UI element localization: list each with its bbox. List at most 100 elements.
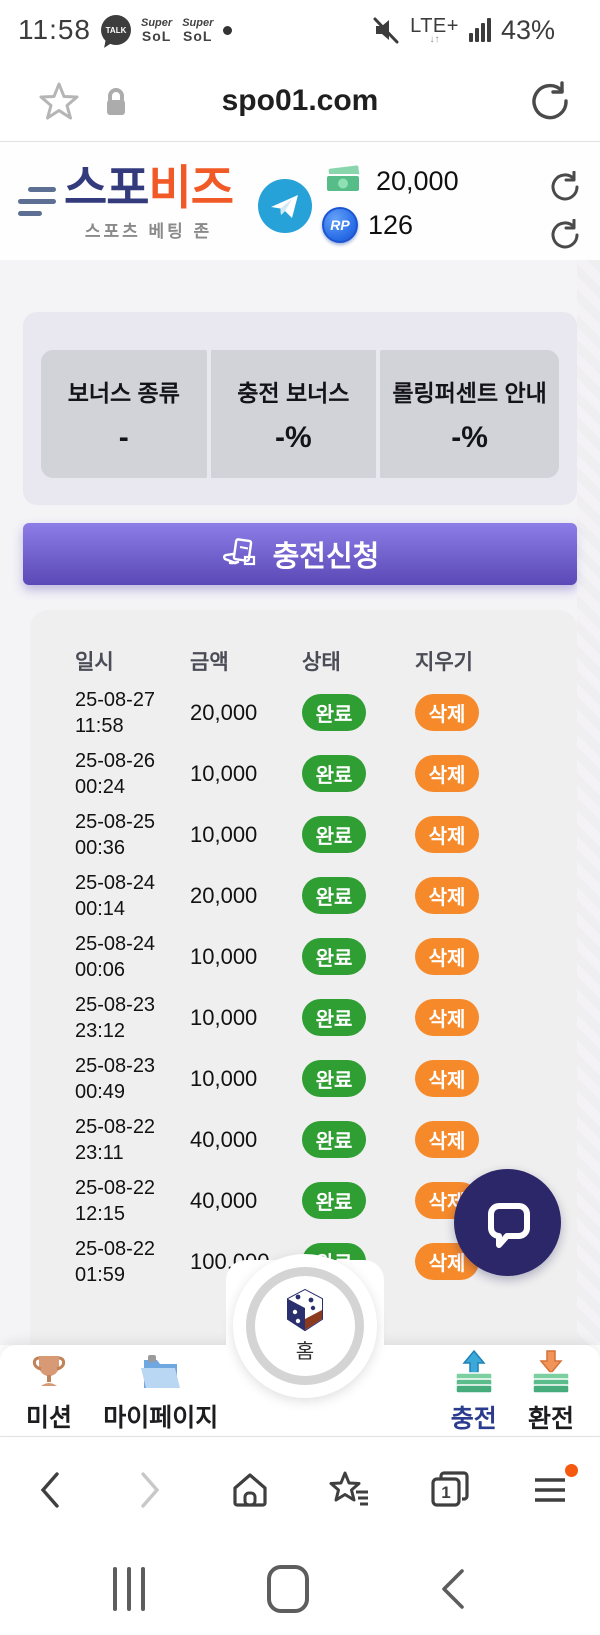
row-datetime: 25-08-23 23:12 bbox=[75, 993, 156, 1042]
row-datetime: 25-08-23 00:49 bbox=[75, 1054, 156, 1103]
site-header: 스포비즈 스포츠 베팅 존 20,000 RP 126 bbox=[0, 143, 600, 260]
row-amount: 20,000 bbox=[190, 882, 258, 908]
notification-dot-icon bbox=[223, 25, 233, 35]
lock-icon[interactable] bbox=[102, 87, 130, 119]
rp-coin-icon: RP bbox=[322, 207, 358, 243]
battery-percent: 43% bbox=[500, 14, 555, 45]
nav-item-mypage[interactable]: 마이페이지 bbox=[103, 1350, 218, 1434]
browser-address-bar: spo01.com bbox=[0, 60, 600, 142]
browser-tabs-icon[interactable]: 1 bbox=[428, 1468, 472, 1512]
table-row: 25-08-23 00:49 10,000 완료 삭제 bbox=[75, 1048, 577, 1109]
supersol-icon: Super SoL bbox=[182, 16, 214, 44]
rp-amount: 126 bbox=[368, 209, 414, 240]
cash-icon bbox=[322, 164, 366, 198]
history-rows: 25-08-27 11:58 20,000 완료 삭제 25-08-26 00:24… bbox=[75, 682, 577, 1292]
bookmark-star-icon[interactable] bbox=[38, 81, 80, 121]
tab-count: 1 bbox=[441, 1483, 450, 1502]
menu-notification-dot bbox=[565, 1463, 578, 1477]
col-header-status: 상태 bbox=[302, 651, 341, 674]
nav-item-mission[interactable]: 미션 bbox=[26, 1350, 72, 1434]
row-datetime: 25-08-22 23:11 bbox=[75, 1115, 156, 1164]
chat-fab-button[interactable] bbox=[454, 1169, 561, 1276]
chat-bubble-icon bbox=[477, 1192, 539, 1254]
delete-button[interactable]: 삭제 bbox=[415, 1121, 479, 1158]
telegram-icon[interactable] bbox=[258, 179, 312, 233]
deposit-request-button[interactable]: 충전신청 bbox=[23, 523, 577, 585]
balance-refresh-icon[interactable] bbox=[548, 171, 580, 203]
row-datetime: 25-08-27 11:58 bbox=[75, 688, 156, 737]
status-badge: 완료 bbox=[302, 755, 366, 792]
row-datetime: 25-08-22 01:59 bbox=[75, 1237, 156, 1286]
table-row: 25-08-26 00:24 10,000 완료 삭제 bbox=[75, 743, 577, 804]
row-datetime: 25-08-22 12:15 bbox=[75, 1176, 156, 1225]
wallet-summary: 20,000 RP 126 bbox=[322, 161, 459, 245]
signal-strength-icon bbox=[468, 18, 491, 42]
nav-item-withdraw[interactable]: 환전 bbox=[528, 1349, 574, 1435]
balance-amount: 20,000 bbox=[376, 165, 459, 196]
row-amount: 10,000 bbox=[190, 943, 258, 969]
nav-item-home[interactable]: 홈 bbox=[233, 1254, 377, 1398]
url-text[interactable]: spo01.com bbox=[221, 84, 379, 117]
trophy-icon bbox=[27, 1350, 71, 1394]
rolling-percent-box: 롤링퍼센트 안내 -% bbox=[380, 350, 559, 478]
col-header-date: 일시 bbox=[75, 651, 114, 674]
delete-button[interactable]: 삭제 bbox=[415, 877, 479, 914]
status-badge: 완료 bbox=[302, 1121, 366, 1158]
network-type-indicator: LTE+ ↓↑ bbox=[410, 14, 459, 45]
row-datetime: 25-08-26 00:24 bbox=[75, 749, 156, 798]
table-row: 25-08-24 00:06 10,000 완료 삭제 bbox=[75, 926, 577, 987]
row-amount: 10,000 bbox=[190, 1065, 258, 1091]
android-home-button[interactable] bbox=[258, 1542, 318, 1635]
deposit-button-label: 충전신청 bbox=[272, 541, 380, 573]
browser-home-icon[interactable] bbox=[228, 1468, 272, 1512]
page-refresh-icon[interactable] bbox=[530, 81, 570, 121]
row-datetime: 25-08-25 00:36 bbox=[75, 810, 156, 859]
nav-item-deposit[interactable]: 충전 bbox=[451, 1349, 497, 1435]
logo-text-2: 비즈 bbox=[148, 161, 233, 214]
money-down-icon bbox=[528, 1349, 574, 1395]
delete-button[interactable]: 삭제 bbox=[415, 694, 479, 731]
table-row: 25-08-22 12:15 40,000 완료 삭제 bbox=[75, 1170, 577, 1231]
rp-refresh-icon[interactable] bbox=[548, 219, 580, 251]
bonus-info-card: 보너스 종류 - 충전 보너스 -% 롤링퍼센트 안내 -% bbox=[23, 312, 577, 505]
delete-button[interactable]: 삭제 bbox=[415, 999, 479, 1036]
clock: 11:58 bbox=[18, 14, 91, 45]
deposit-bonus-box: 충전 보너스 -% bbox=[210, 350, 377, 478]
row-datetime: 25-08-24 00:14 bbox=[75, 871, 156, 920]
android-back-button[interactable] bbox=[428, 1542, 478, 1635]
row-amount: 40,000 bbox=[190, 1187, 258, 1213]
row-amount: 40,000 bbox=[190, 1126, 258, 1152]
folder-icon bbox=[138, 1350, 184, 1394]
status-badge: 완료 bbox=[302, 816, 366, 853]
table-header-row: 일시 금액 상태 지우기 bbox=[75, 640, 577, 682]
table-row: 25-08-22 23:11 40,000 완료 삭제 bbox=[75, 1109, 577, 1170]
supersol-icon: Super SoL bbox=[141, 16, 173, 44]
status-badge: 완료 bbox=[302, 938, 366, 975]
browser-toolbar: 1 bbox=[0, 1436, 600, 1542]
delete-button[interactable]: 삭제 bbox=[415, 1060, 479, 1097]
browser-forward-icon[interactable] bbox=[128, 1468, 172, 1512]
site-logo[interactable]: 스포비즈 스포츠 베팅 존 bbox=[64, 161, 234, 242]
delete-button[interactable]: 삭제 bbox=[415, 755, 479, 792]
delete-button[interactable]: 삭제 bbox=[415, 938, 479, 975]
logo-text-1: 스포 bbox=[64, 161, 149, 214]
browser-bookmarks-icon[interactable] bbox=[328, 1468, 372, 1512]
col-header-amount: 금액 bbox=[190, 651, 229, 674]
browser-back-icon[interactable] bbox=[28, 1468, 72, 1512]
row-amount: 10,000 bbox=[190, 821, 258, 847]
table-row: 25-08-25 00:36 10,000 완료 삭제 bbox=[75, 804, 577, 865]
android-nav-bar bbox=[0, 1542, 600, 1635]
browser-menu-icon[interactable] bbox=[528, 1463, 578, 1512]
delete-button[interactable]: 삭제 bbox=[415, 816, 479, 853]
menu-hamburger-icon[interactable] bbox=[18, 187, 58, 219]
row-amount: 10,000 bbox=[190, 1004, 258, 1030]
status-badge: 완료 bbox=[302, 877, 366, 914]
table-row: 25-08-23 23:12 10,000 완료 삭제 bbox=[75, 987, 577, 1048]
table-row: 25-08-27 11:58 20,000 완료 삭제 bbox=[75, 682, 577, 743]
android-recents-button[interactable] bbox=[94, 1542, 164, 1635]
col-header-delete: 지우기 bbox=[415, 651, 473, 674]
status-badge: 완료 bbox=[302, 694, 366, 731]
kakaotalk-icon: TALK bbox=[101, 15, 131, 45]
table-row: 25-08-24 00:14 20,000 완료 삭제 bbox=[75, 865, 577, 926]
status-badge: 완료 bbox=[302, 1060, 366, 1097]
